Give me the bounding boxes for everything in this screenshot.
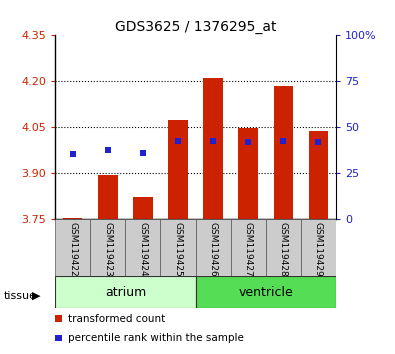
Bar <box>308 131 328 219</box>
Bar <box>239 129 258 219</box>
Text: GSM119424: GSM119424 <box>138 222 147 277</box>
Bar <box>273 86 293 219</box>
Bar <box>196 219 231 276</box>
Text: tissue: tissue <box>4 291 37 301</box>
Bar <box>55 276 196 308</box>
Text: GSM119427: GSM119427 <box>244 222 253 277</box>
Text: GSM119425: GSM119425 <box>173 222 182 277</box>
Text: GSM119423: GSM119423 <box>103 222 113 277</box>
Bar <box>55 219 90 276</box>
Title: GDS3625 / 1376295_at: GDS3625 / 1376295_at <box>115 21 276 34</box>
Bar <box>133 198 152 219</box>
Bar <box>160 219 196 276</box>
Bar <box>126 219 160 276</box>
Text: ▶: ▶ <box>32 291 40 301</box>
Bar <box>301 219 336 276</box>
Bar <box>168 120 188 219</box>
Text: ventricle: ventricle <box>238 286 293 298</box>
Bar <box>98 175 118 219</box>
Bar <box>203 78 223 219</box>
Bar <box>231 219 265 276</box>
Text: GSM119428: GSM119428 <box>278 222 288 277</box>
Bar <box>196 276 336 308</box>
Bar <box>90 219 126 276</box>
Text: GSM119429: GSM119429 <box>314 222 323 277</box>
Text: GSM119426: GSM119426 <box>209 222 218 277</box>
Text: transformed count: transformed count <box>68 314 165 324</box>
Bar <box>63 218 83 219</box>
Bar <box>265 219 301 276</box>
Text: GSM119422: GSM119422 <box>68 222 77 277</box>
Text: percentile rank within the sample: percentile rank within the sample <box>68 333 243 343</box>
Text: atrium: atrium <box>105 286 146 298</box>
